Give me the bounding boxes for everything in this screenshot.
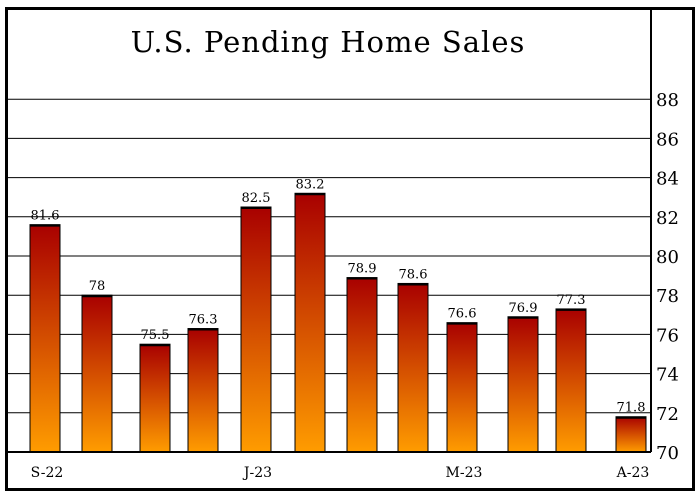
bar-a-23	[615, 416, 647, 453]
data-label: 81.6	[31, 209, 60, 224]
x-axis-ticks: S-22 J-23 M-23 A-23	[31, 465, 650, 481]
chart-frame	[5, 7, 695, 491]
y-tick-label: 88	[656, 90, 679, 111]
bar-f-23	[294, 192, 326, 453]
data-label: 76.6	[448, 307, 477, 322]
bar-d-22	[187, 328, 219, 453]
gridlines	[8, 98, 651, 414]
data-labels: 81.6 78 75.5 76.3 82.5 83.2 78.9 78.6 76.6 76.9 77…	[31, 177, 646, 415]
bar-n-22	[139, 343, 171, 453]
y-tick-label: 72	[656, 404, 679, 425]
data-label: 77.3	[557, 293, 586, 308]
bar-m-23	[446, 322, 478, 453]
y-axis-ticks: 70 72 74 76 78 80 82 84 86 88	[656, 90, 679, 464]
data-label: 83.2	[296, 177, 325, 192]
bar-m-23	[346, 277, 378, 453]
y-tick-label: 70	[656, 443, 679, 464]
data-label: 75.5	[141, 328, 170, 343]
data-label: 76.3	[189, 313, 218, 328]
y-tick-label: 76	[656, 325, 679, 346]
y-tick-label: 80	[656, 247, 679, 268]
x-tick-label: S-22	[31, 465, 64, 481]
bar-a-23	[397, 282, 429, 453]
bar-j-23	[507, 316, 539, 453]
y-tick-label: 84	[656, 169, 679, 190]
bar-j-23	[240, 206, 272, 453]
data-label: 78	[89, 279, 106, 294]
y-tick-label: 82	[656, 208, 679, 229]
data-label: 71.8	[617, 401, 646, 416]
y-tick-label: 86	[656, 129, 679, 150]
data-label: 76.9	[509, 301, 538, 316]
bar-j-23	[555, 308, 587, 453]
bar-s-22	[29, 224, 61, 453]
data-label: 78.6	[399, 267, 428, 282]
x-tick-label: A-23	[616, 465, 650, 481]
y-tick-label: 74	[656, 365, 679, 386]
chart-title: U.S. Pending Home Sales	[131, 25, 526, 59]
data-label: 82.5	[242, 191, 271, 206]
x-tick-label: J-23	[242, 465, 272, 481]
bar-o-22	[81, 294, 113, 453]
y-tick-label: 78	[656, 286, 679, 307]
data-label: 78.9	[348, 262, 377, 277]
x-tick-label: M-23	[446, 465, 483, 481]
bars	[29, 192, 647, 453]
